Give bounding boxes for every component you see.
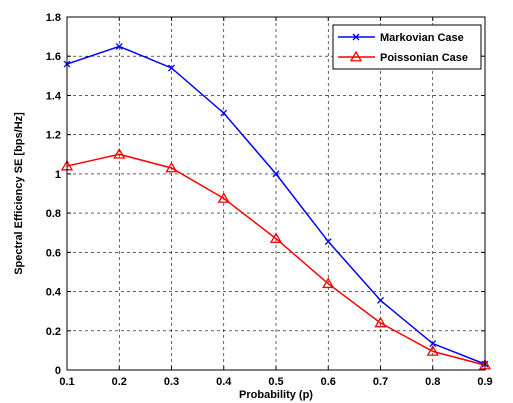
x-tick-label: 0.8 <box>425 376 440 388</box>
y-tick-label: 1.2 <box>46 130 61 142</box>
legend-label: Markovian Case <box>380 32 464 44</box>
y-tick-label: 0.8 <box>46 208 61 220</box>
x-tick-label: 0.3 <box>164 376 179 388</box>
y-axis-label: Spectral Efficiency SE [bps/Hz] <box>13 112 25 275</box>
x-tick-label: 0.4 <box>216 376 232 388</box>
y-tick-label: 1.8 <box>46 12 61 24</box>
y-tick-label: 1.4 <box>46 90 62 102</box>
legend-label: Poissonian Case <box>380 52 468 64</box>
x-tick-label: 0.6 <box>321 376 336 388</box>
x-tick-label: 0.9 <box>477 376 492 388</box>
y-tick-label: 1 <box>55 169 61 181</box>
y-tick-label: 0.6 <box>46 247 61 259</box>
x-tick-label: 0.1 <box>59 376 74 388</box>
y-tick-label: 0.2 <box>46 326 61 338</box>
legend: Markovian Case Poissonian Case <box>333 25 481 69</box>
x-tick-label: 0.2 <box>112 376 127 388</box>
x-tick-label: 0.7 <box>373 376 388 388</box>
y-tick-label: 0.4 <box>46 287 62 299</box>
x-axis-label: Probability (p) <box>239 389 313 401</box>
y-tick-label: 0 <box>55 365 61 377</box>
x-tick-label: 0.5 <box>268 376 283 388</box>
y-tick-label: 1.6 <box>46 51 61 63</box>
